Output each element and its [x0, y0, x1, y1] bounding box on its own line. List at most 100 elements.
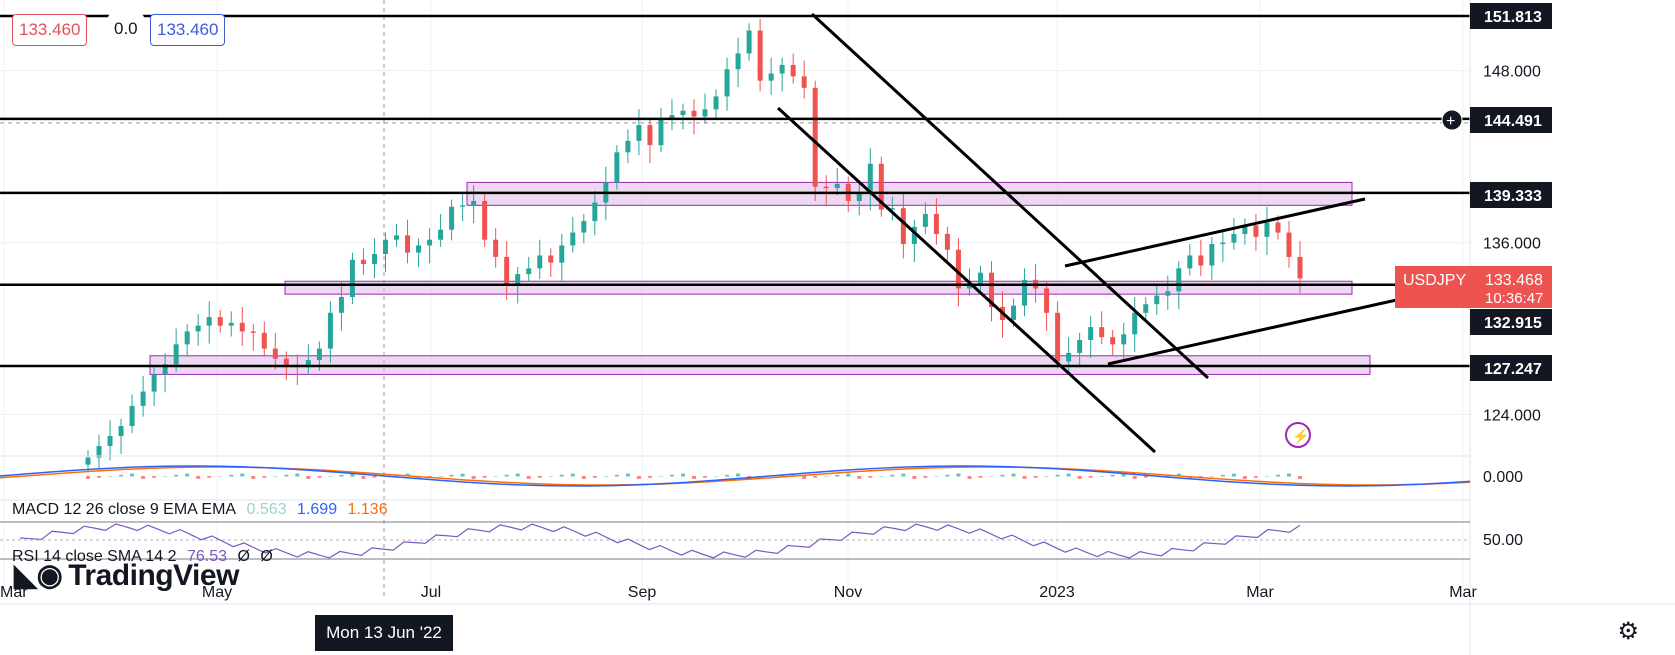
candle-body	[977, 272, 983, 285]
candle-body	[988, 272, 994, 308]
rsi-value: 76.53	[186, 548, 228, 565]
candle-body	[867, 163, 873, 193]
macd-histogram-bar	[890, 474, 895, 477]
tradingview-logo: ◣◉ TradingView	[14, 558, 239, 593]
ask-price-value: 133.460	[157, 20, 219, 39]
ask-price[interactable]: 133.460	[150, 14, 226, 46]
macd-histogram-bar	[1242, 476, 1247, 479]
macd-histogram-bar	[703, 476, 708, 478]
macd-histogram-bar	[857, 476, 862, 479]
macd-histogram-bar	[482, 476, 487, 478]
rsi-extra-1: Ø	[237, 548, 250, 565]
candle-body	[779, 64, 785, 74]
macd-histogram-bar	[1066, 473, 1071, 477]
candle-body	[360, 259, 366, 265]
candle-body	[691, 110, 697, 117]
candle-body	[1143, 304, 1149, 313]
macd-histogram-bar	[868, 476, 873, 478]
price-level-label	[1470, 107, 1552, 133]
candle-body	[1275, 222, 1281, 233]
macd-histogram-bar	[879, 476, 884, 477]
gear-icon[interactable]: ⚙	[1617, 618, 1639, 645]
candle-body	[1011, 305, 1017, 320]
macd-histogram-bar	[504, 474, 509, 477]
symbol-price-badge	[1395, 266, 1552, 308]
macd-histogram-bar	[625, 473, 630, 477]
last-price: 133.468	[1485, 272, 1543, 289]
candle-body	[1220, 242, 1226, 245]
candle-body	[1044, 288, 1050, 313]
macd-histogram-bar	[736, 473, 741, 477]
macd-histogram-bar	[130, 473, 135, 477]
candle-body	[416, 245, 422, 253]
candle-body	[427, 239, 433, 246]
candle-body	[1187, 255, 1193, 269]
plus-circle-icon-glyph: +	[1446, 113, 1455, 130]
candle-body	[647, 125, 653, 146]
candle-body	[151, 374, 157, 392]
candle-body	[526, 268, 532, 275]
candle-body	[195, 325, 201, 332]
candle-body	[1176, 268, 1182, 292]
macd-histogram-bar	[636, 476, 641, 479]
macd-histogram-bar	[1132, 476, 1137, 479]
candle-body	[713, 96, 719, 110]
macd-histogram-bar	[1088, 476, 1093, 478]
macd-histogram-bar	[1220, 474, 1225, 477]
candle-body	[1055, 312, 1061, 362]
macd-histogram-bar	[251, 476, 256, 479]
macd-histogram-bar	[1099, 476, 1104, 477]
macd-histogram-bar	[1033, 476, 1038, 478]
macd-histogram-bar	[912, 476, 917, 479]
candle-body	[1077, 340, 1083, 353]
candle-body	[272, 348, 278, 359]
candle-body	[592, 202, 598, 222]
time-axis-label: May	[202, 584, 232, 601]
candle-body	[140, 391, 146, 406]
macd-histogram-bar	[218, 476, 223, 477]
macd-histogram-bar	[559, 474, 564, 477]
candle-body	[338, 297, 344, 313]
lightning-icon	[1285, 422, 1311, 448]
candle-body	[944, 233, 950, 250]
macd-histogram-bar	[108, 476, 113, 477]
candle-body	[482, 201, 488, 240]
candle-body	[911, 226, 917, 245]
candle-body	[96, 446, 102, 458]
macd-label: MACD 12 26 close 9 EMA EMA	[12, 501, 237, 518]
macd-histogram-bar	[989, 476, 994, 477]
macd-histogram-bar	[1264, 476, 1269, 477]
macd-histogram-bar	[1077, 476, 1082, 479]
macd-histogram-bar	[548, 476, 553, 477]
candle-body	[889, 208, 895, 210]
bid-price[interactable]: 133.460	[12, 14, 88, 46]
rsi-legend[interactable]: RSI 14 close SMA 14 2 76.53 Ø Ø	[12, 548, 279, 566]
macd-histogram-bar	[416, 476, 421, 479]
macd-histogram-bar	[945, 474, 950, 477]
candle-body	[746, 30, 752, 54]
candle-body	[327, 312, 333, 349]
candle-body	[966, 284, 972, 289]
macd-legend[interactable]: MACD 12 26 close 9 EMA EMA 0.563 1.699 1…	[12, 501, 394, 519]
candle-body	[394, 235, 400, 240]
candle-body	[1209, 244, 1215, 266]
rsi-label: RSI 14 close SMA 14 2	[12, 548, 177, 565]
macd-histogram-bar	[967, 476, 972, 479]
time-axis-label: Jul	[421, 584, 441, 601]
macd-histogram-bar	[262, 476, 267, 478]
price-level-label-text: 127.247	[1484, 361, 1542, 378]
macd-histogram-bar	[361, 476, 366, 479]
macd-histogram-value: 0.563	[246, 501, 287, 518]
time-axis-label: 2023	[1039, 584, 1075, 601]
candle-body	[316, 348, 322, 361]
candle-body	[680, 110, 686, 116]
candle-body	[250, 331, 256, 333]
rsi-axis-tick: 50.00	[1483, 532, 1523, 549]
macd-histogram-bar	[603, 476, 608, 477]
candle-body	[118, 425, 124, 437]
candle-body	[239, 322, 245, 332]
macd-histogram-bar	[835, 474, 840, 477]
candle-body	[735, 53, 741, 70]
candle-body	[1088, 327, 1094, 341]
